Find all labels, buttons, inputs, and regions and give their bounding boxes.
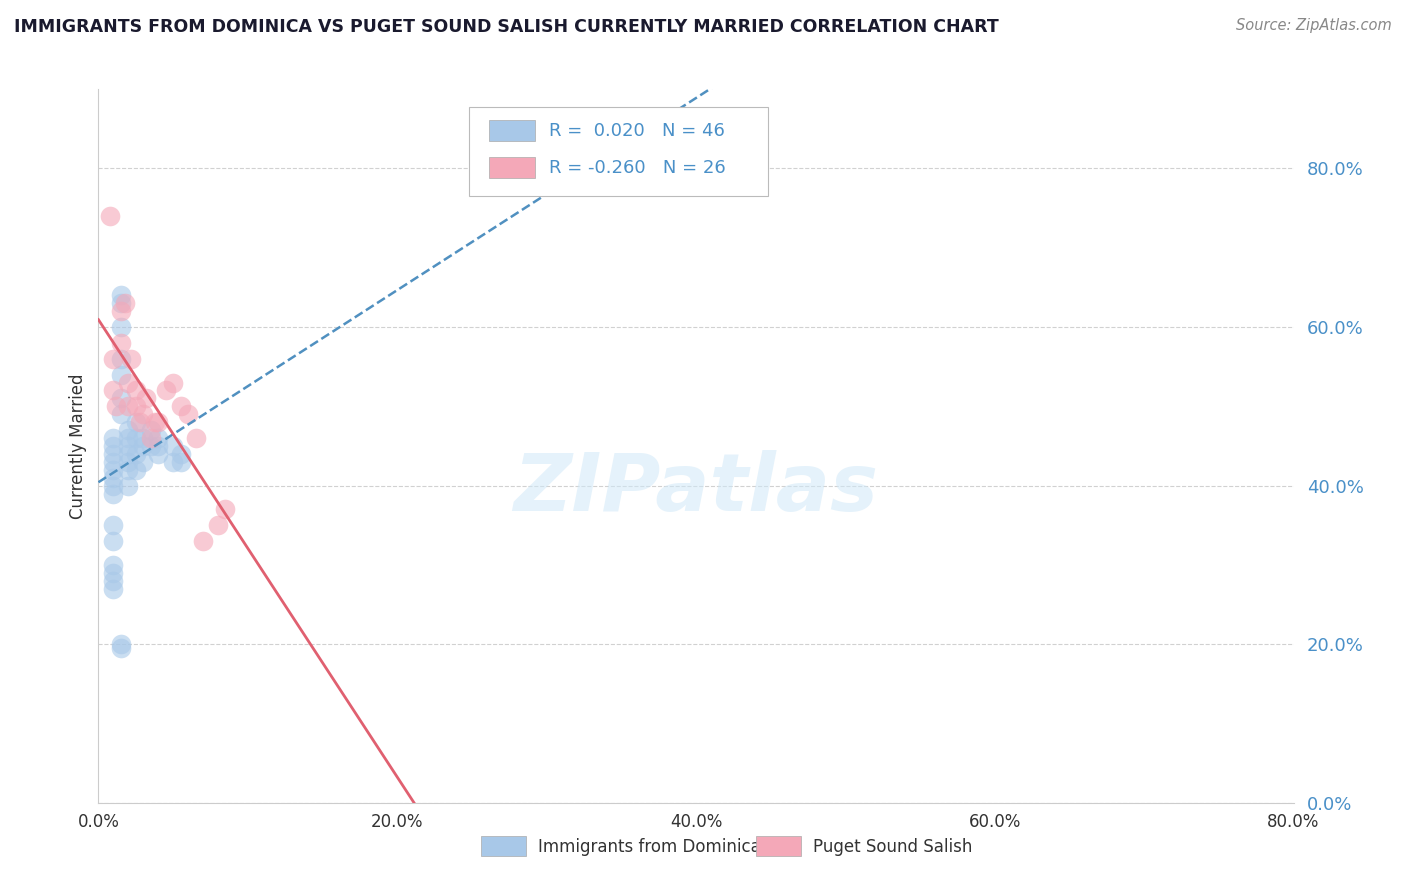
Point bbox=[125, 431, 148, 445]
Point bbox=[120, 351, 142, 366]
Point bbox=[105, 400, 128, 414]
Point bbox=[162, 455, 184, 469]
Point bbox=[139, 439, 162, 453]
Point bbox=[148, 447, 170, 461]
FancyBboxPatch shape bbox=[756, 837, 801, 856]
Point bbox=[169, 400, 191, 414]
Point bbox=[103, 478, 125, 492]
Point bbox=[110, 288, 132, 302]
FancyBboxPatch shape bbox=[489, 157, 534, 178]
Point bbox=[110, 304, 132, 318]
Text: ZIPatlas: ZIPatlas bbox=[513, 450, 879, 528]
Point bbox=[148, 439, 170, 453]
Point bbox=[110, 641, 132, 656]
Point bbox=[117, 439, 139, 453]
Point bbox=[110, 407, 132, 421]
Point bbox=[169, 447, 191, 461]
Point bbox=[110, 392, 132, 406]
Point bbox=[110, 637, 132, 651]
Point bbox=[125, 384, 148, 398]
Point bbox=[125, 415, 148, 429]
Point bbox=[132, 439, 155, 453]
Point bbox=[191, 534, 214, 549]
Point bbox=[103, 447, 125, 461]
Point bbox=[125, 400, 148, 414]
FancyBboxPatch shape bbox=[489, 120, 534, 141]
Text: R = -0.260   N = 26: R = -0.260 N = 26 bbox=[548, 159, 725, 177]
Point bbox=[177, 407, 200, 421]
Point bbox=[132, 431, 155, 445]
Point bbox=[110, 320, 132, 334]
Text: R =  0.020   N = 46: R = 0.020 N = 46 bbox=[548, 121, 725, 139]
Point bbox=[207, 518, 229, 533]
Point bbox=[162, 376, 184, 390]
Point bbox=[214, 502, 236, 516]
Point bbox=[114, 296, 136, 310]
Point bbox=[184, 431, 207, 445]
FancyBboxPatch shape bbox=[470, 107, 768, 196]
Point bbox=[129, 415, 152, 429]
Point bbox=[103, 463, 125, 477]
Point bbox=[110, 296, 132, 310]
Point bbox=[103, 566, 125, 580]
Text: IMMIGRANTS FROM DOMINICA VS PUGET SOUND SALISH CURRENTLY MARRIED CORRELATION CHA: IMMIGRANTS FROM DOMINICA VS PUGET SOUND … bbox=[14, 18, 998, 36]
Point bbox=[103, 455, 125, 469]
Point bbox=[103, 486, 125, 500]
Point bbox=[103, 384, 125, 398]
Point bbox=[103, 582, 125, 596]
Point bbox=[135, 392, 157, 406]
Point bbox=[132, 407, 155, 421]
Point bbox=[103, 439, 125, 453]
Point bbox=[148, 431, 170, 445]
Point bbox=[169, 455, 191, 469]
Text: Puget Sound Salish: Puget Sound Salish bbox=[813, 838, 973, 856]
Point bbox=[132, 455, 155, 469]
Point bbox=[103, 558, 125, 572]
Point bbox=[148, 415, 170, 429]
Point bbox=[117, 400, 139, 414]
Point bbox=[117, 376, 139, 390]
Point bbox=[125, 463, 148, 477]
Point bbox=[125, 447, 148, 461]
Text: Source: ZipAtlas.com: Source: ZipAtlas.com bbox=[1236, 18, 1392, 33]
Point bbox=[117, 463, 139, 477]
Point bbox=[155, 384, 177, 398]
Point bbox=[110, 335, 132, 350]
Point bbox=[139, 431, 162, 445]
Text: Immigrants from Dominica: Immigrants from Dominica bbox=[538, 838, 761, 856]
FancyBboxPatch shape bbox=[481, 837, 526, 856]
Point bbox=[162, 439, 184, 453]
Point bbox=[117, 431, 139, 445]
Point bbox=[117, 455, 139, 469]
Point bbox=[103, 534, 125, 549]
Point bbox=[110, 368, 132, 382]
Point bbox=[143, 415, 166, 429]
Point bbox=[103, 574, 125, 588]
Point bbox=[117, 447, 139, 461]
Point bbox=[117, 423, 139, 437]
Point bbox=[110, 351, 132, 366]
Point bbox=[103, 351, 125, 366]
Point bbox=[103, 471, 125, 485]
Point bbox=[103, 431, 125, 445]
Y-axis label: Currently Married: Currently Married bbox=[69, 373, 87, 519]
Point bbox=[103, 518, 125, 533]
Point bbox=[98, 209, 122, 223]
Point bbox=[139, 423, 162, 437]
Point bbox=[117, 478, 139, 492]
